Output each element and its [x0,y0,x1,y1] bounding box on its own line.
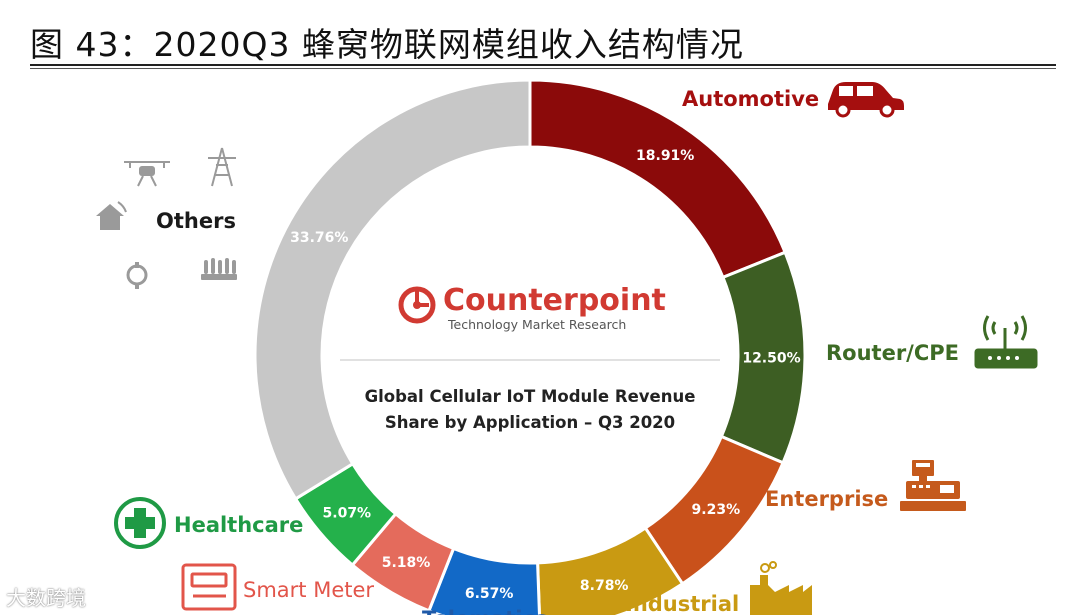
factory-icon [750,561,812,615]
slice-value-router-cpe: 12.50% [742,350,800,366]
slice-value-healthcare: 5.07% [323,505,372,521]
donut-slices [253,78,807,615]
donut-slice-values: 18.91% 12.50% 9.23% 8.78% 6.57% 5.18% 5.07% 33.… [290,148,801,602]
legend-label-telematics: Telematics [422,607,547,615]
sensor-icon [201,258,237,280]
legend-label-smart-meter: Smart Meter [243,578,374,602]
slice-value-telematics: 6.57% [465,586,514,602]
center-logo-text: Counterpoint [443,283,666,318]
slice-value-others: 33.76% [290,230,348,246]
meter-icon [181,563,237,611]
center-tagline: Technology Market Research [447,317,626,332]
others-icons [96,147,237,289]
figure-title: 图 43：2020Q3 蜂窝物联网模组收入结构情况 [30,25,744,64]
smart-home-icon [96,201,127,230]
donut-slice-others [253,78,532,501]
slice-value-smart-meter: 5.18% [382,555,431,571]
medical-cross-icon [114,497,166,549]
car-icon [828,82,904,118]
title-underline-thin [30,68,1056,69]
legend-label-others: Others [156,209,236,233]
router-icon [974,315,1038,369]
center-title-line2: Share by Application – Q3 2020 [385,413,675,432]
slice-value-automotive: 18.91% [636,148,694,164]
watermark: 大数跨境 [6,586,86,610]
cash-register-icon [900,460,966,511]
title-underline [30,64,1056,66]
legend-label-automotive: Automotive [682,87,819,111]
power-tower-icon [208,147,236,187]
watch-icon [126,262,148,289]
legend-label-router-cpe: Router/CPE [826,341,959,365]
legend-label-enterprise: Enterprise [765,487,888,511]
slice-value-industrial: 8.78% [580,578,629,594]
slice-value-enterprise: 9.23% [692,502,741,518]
legend-label-healthcare: Healthcare [174,513,303,537]
center-title-line1: Global Cellular IoT Module Revenue [365,387,696,406]
center-logo [398,286,436,324]
legend-label-industrial: Industrial [625,592,739,615]
drone-icon [124,161,170,187]
